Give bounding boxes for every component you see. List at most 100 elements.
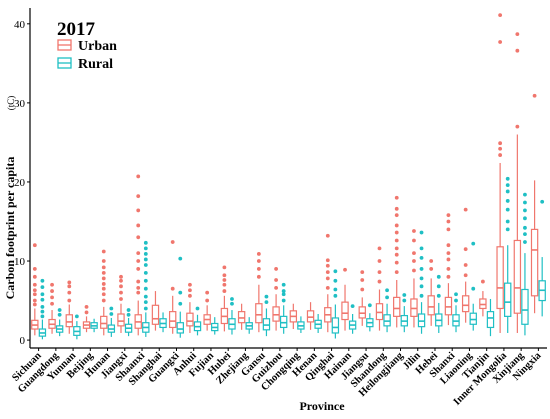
urban-outlier xyxy=(188,288,192,293)
urban-outlier xyxy=(446,213,451,218)
urban-outlier xyxy=(480,279,485,284)
rural-outlier xyxy=(40,314,45,319)
urban-outlier xyxy=(325,276,330,281)
x-axis-title: Province xyxy=(299,399,345,413)
urban-outlier xyxy=(394,252,399,257)
urban-outlier xyxy=(119,274,123,279)
urban-outlier xyxy=(32,243,37,248)
urban-box xyxy=(341,301,349,321)
urban-outlier xyxy=(498,40,503,44)
urban-box xyxy=(530,228,539,297)
urban-box xyxy=(513,239,522,314)
rural-outlier xyxy=(57,308,62,312)
urban-outlier xyxy=(84,310,89,315)
urban-box xyxy=(151,304,160,325)
urban-box xyxy=(461,295,470,313)
urban-outlier xyxy=(412,251,416,256)
rural-outlier xyxy=(40,297,45,302)
urban-outlier xyxy=(136,279,141,284)
rural-box xyxy=(521,288,529,325)
rural-outlier xyxy=(143,263,148,267)
rural-outlier xyxy=(57,312,62,317)
rural-outlier xyxy=(419,293,424,298)
urban-outlier xyxy=(119,278,123,283)
urban-outlier xyxy=(119,297,123,301)
rural-outlier xyxy=(143,300,148,305)
urban-outlier xyxy=(429,267,434,271)
urban-outlier xyxy=(136,290,141,295)
urban-outlier xyxy=(101,259,106,263)
urban-outlier xyxy=(32,292,37,297)
y-tick-label: 10 xyxy=(14,256,26,268)
rural-outlier xyxy=(281,289,286,293)
urban-outlier xyxy=(84,304,89,309)
rural-outlier xyxy=(505,183,510,188)
urban-outlier xyxy=(136,251,141,256)
urban-outlier xyxy=(498,146,503,151)
rural-outlier xyxy=(505,189,510,194)
rural-outlier xyxy=(454,292,458,297)
y-tick-label: 40 xyxy=(14,19,26,31)
urban-outlier xyxy=(32,288,37,293)
urban-outlier xyxy=(463,273,468,278)
rural-outlier xyxy=(523,208,527,213)
rural-outlier xyxy=(419,276,424,281)
urban-outlier xyxy=(394,246,399,251)
urban-box xyxy=(65,314,73,328)
rural-outlier xyxy=(178,256,183,261)
urban-outlier xyxy=(412,238,416,243)
rural-outlier xyxy=(264,300,269,305)
urban-outlier xyxy=(67,298,72,303)
rural-outlier xyxy=(505,176,510,181)
urban-outlier xyxy=(67,284,72,289)
urban-outlier xyxy=(32,267,37,271)
rural-outlier xyxy=(419,230,424,235)
urban-outlier xyxy=(532,93,537,98)
rural-outlier xyxy=(419,255,424,260)
urban-outlier xyxy=(136,208,141,213)
urban-outlier xyxy=(256,274,261,279)
urban-box xyxy=(117,313,125,327)
urban-outlier xyxy=(101,298,106,303)
urban-outlier xyxy=(101,265,106,270)
urban-outlier xyxy=(446,267,451,271)
urban-outlier xyxy=(32,282,37,287)
urban-box xyxy=(496,246,504,310)
urban-outlier xyxy=(101,276,106,281)
urban-outlier xyxy=(446,274,451,279)
rural-outlier xyxy=(109,312,114,316)
urban-outlier xyxy=(136,286,141,290)
rural-outlier xyxy=(178,301,183,306)
urban-outlier xyxy=(101,286,106,291)
urban-outlier xyxy=(394,230,399,235)
legend-item-rural: Rural xyxy=(57,57,113,72)
rural-outlier xyxy=(333,287,338,292)
legend: 2017 Urban Rural xyxy=(57,19,117,72)
urban-outlier xyxy=(256,252,261,256)
urban-outlier xyxy=(360,287,365,292)
rural-outlier xyxy=(523,192,527,197)
urban-outlier xyxy=(446,219,451,224)
urban-outlier xyxy=(360,270,365,274)
rural-outlier xyxy=(143,257,148,262)
urban-outlier xyxy=(394,195,399,200)
urban-outlier xyxy=(446,257,451,262)
urban-outlier xyxy=(67,290,72,295)
urban-outlier xyxy=(136,223,141,228)
urban-outlier xyxy=(515,124,520,129)
urban-outlier xyxy=(325,258,330,263)
urban-outlier xyxy=(101,249,106,254)
urban-box xyxy=(393,296,401,317)
rural-outlier xyxy=(40,304,45,309)
urban-outlier xyxy=(463,263,468,267)
urban-outlier xyxy=(222,289,227,293)
urban-outlier xyxy=(274,278,278,282)
rural-outlier xyxy=(195,306,200,311)
rural-outlier xyxy=(143,246,148,251)
rural-outlier xyxy=(40,309,45,314)
y-axis-unit: (tC) xyxy=(6,96,16,111)
rural-outlier xyxy=(109,306,114,311)
rural-outlier xyxy=(333,293,338,298)
